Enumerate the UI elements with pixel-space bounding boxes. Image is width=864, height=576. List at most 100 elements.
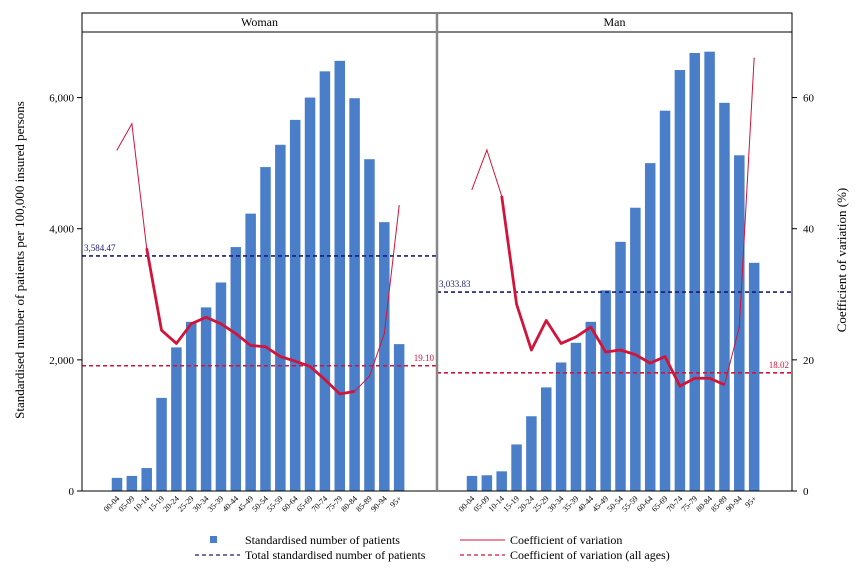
legend-total-label: Total standardised number of patients <box>245 548 426 562</box>
y-tick-right-label: 0 <box>803 486 809 498</box>
cv-point <box>339 393 341 395</box>
x-tick-label: 20-24 <box>161 494 181 514</box>
cv-point <box>398 205 400 207</box>
cv-point <box>220 323 222 325</box>
bar <box>200 307 212 491</box>
bar <box>541 387 552 491</box>
bar <box>704 51 715 492</box>
x-tick-label: 00-04 <box>457 494 477 514</box>
cv-point <box>324 378 326 381</box>
cv-point <box>309 365 311 368</box>
bar <box>230 247 242 491</box>
cv-point <box>738 326 740 328</box>
panel-woman: Woman 00-0405-0910-1415-1920-2425-2930-34… <box>81 12 438 514</box>
legend-cv-all-label: Coefficient of variation (all ages) <box>510 548 670 562</box>
cv-point <box>679 385 681 387</box>
x-tick-label: 25-29 <box>531 494 551 514</box>
bar <box>215 282 227 491</box>
cv-point <box>205 316 207 318</box>
bar <box>674 70 686 491</box>
x-tick-label: 75-79 <box>680 494 700 514</box>
panel-title: Woman <box>241 15 278 29</box>
bar <box>719 102 730 492</box>
x-tick-label: 35-39 <box>561 494 581 514</box>
bar <box>466 475 478 491</box>
x-tick-label: 60-64 <box>280 494 300 514</box>
legend-bars-swatch <box>210 536 217 543</box>
bar <box>245 213 256 491</box>
y-axis-label-left: Standardised number of patients per 100,… <box>12 101 27 419</box>
bar <box>156 397 167 491</box>
cv-point <box>560 342 562 345</box>
x-tick-label: 40-44 <box>221 494 241 514</box>
bar <box>481 475 493 491</box>
x-tick-label: 70-74 <box>310 494 330 514</box>
bar <box>555 362 567 491</box>
cv-point <box>575 336 577 338</box>
x-tick-label: 90-94 <box>369 494 389 514</box>
cv-point <box>649 362 651 364</box>
y-tick-right-label: 60 <box>803 93 815 105</box>
x-tick-label: 15-19 <box>501 494 521 514</box>
x-tick-label: 95+ <box>743 494 759 510</box>
bar <box>186 321 197 491</box>
cv-point <box>264 346 267 348</box>
cv-point <box>294 360 296 362</box>
y-tick-right-label: 40 <box>803 224 815 236</box>
cv-point <box>190 323 192 325</box>
x-tick-label: 05-09 <box>117 494 137 514</box>
panels: 02,0004,0006,0000204060Woman00-0405-0910… <box>49 12 815 514</box>
cv-point <box>753 57 755 59</box>
bar <box>171 347 182 491</box>
cv-point <box>619 349 622 351</box>
x-tick-label: 15-19 <box>146 494 166 514</box>
cv-point <box>354 390 356 392</box>
x-tick-label: 55-59 <box>265 494 285 514</box>
bar <box>141 468 152 491</box>
cv-point <box>250 344 252 347</box>
x-tick-label: 55-59 <box>620 494 640 514</box>
cv-all-label: 18.02 <box>769 360 789 370</box>
cv-point <box>383 333 385 335</box>
cv-point <box>368 375 371 377</box>
x-tick-label: 85-89 <box>709 494 729 514</box>
bar <box>570 342 582 491</box>
cv-point <box>486 149 488 151</box>
cv-point <box>235 333 237 335</box>
bar <box>364 159 375 492</box>
cv-point <box>545 319 547 322</box>
bar <box>659 110 671 491</box>
cv-point <box>116 149 118 151</box>
bar <box>630 207 641 491</box>
cv-point <box>605 351 607 353</box>
bar <box>319 71 331 491</box>
bar <box>600 290 611 491</box>
x-tick-label: 50-54 <box>250 494 270 514</box>
cv-point <box>175 342 177 345</box>
cv-point <box>530 349 533 351</box>
bar <box>615 241 626 491</box>
cv-point <box>723 384 726 386</box>
bar <box>585 321 597 491</box>
x-tick-label: 00-04 <box>102 494 122 514</box>
bar <box>126 475 138 491</box>
x-tick-label: 90-94 <box>724 494 744 514</box>
x-tick-label: 20-24 <box>516 494 536 514</box>
bar <box>275 144 286 492</box>
x-tick-label: 85-89 <box>354 494 374 514</box>
x-tick-label: 45-49 <box>590 494 610 514</box>
cv-point <box>279 355 281 358</box>
cv-point <box>131 123 133 125</box>
bar <box>334 60 345 491</box>
cv-point <box>709 377 711 379</box>
cv-point <box>146 247 148 249</box>
bar <box>496 471 507 491</box>
x-tick-label: 65-69 <box>295 494 315 514</box>
bar <box>393 344 405 491</box>
x-tick-label: 10-14 <box>132 494 152 514</box>
cv-point <box>694 377 696 379</box>
x-tick-label: 10-14 <box>487 494 507 514</box>
y-tick-left-label: 2,000 <box>49 355 74 367</box>
y-tick-left-label: 4,000 <box>49 224 74 236</box>
